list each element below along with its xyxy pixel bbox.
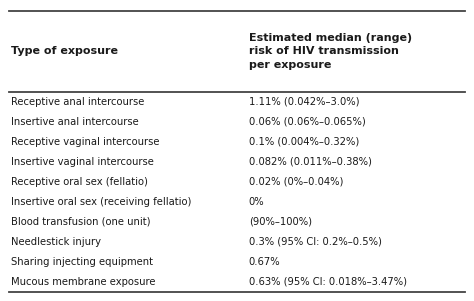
Text: 0.3% (95% CI: 0.2%–0.5%): 0.3% (95% CI: 0.2%–0.5%) xyxy=(249,237,382,247)
Text: 0.02% (0%–0.04%): 0.02% (0%–0.04%) xyxy=(249,177,343,187)
Text: 0.63% (95% CI: 0.018%–3.47%): 0.63% (95% CI: 0.018%–3.47%) xyxy=(249,277,407,287)
Text: Insertive vaginal intercourse: Insertive vaginal intercourse xyxy=(11,157,154,167)
Text: Estimated median (range)
risk of HIV transmission
per exposure: Estimated median (range) risk of HIV tra… xyxy=(249,33,412,70)
Text: 0.06% (0.06%–0.065%): 0.06% (0.06%–0.065%) xyxy=(249,117,365,127)
Text: Insertive anal intercourse: Insertive anal intercourse xyxy=(11,117,139,127)
Text: 0%: 0% xyxy=(249,197,264,207)
Text: Blood transfusion (one unit): Blood transfusion (one unit) xyxy=(11,217,150,227)
Text: Insertive oral sex (receiving fellatio): Insertive oral sex (receiving fellatio) xyxy=(11,197,191,207)
Text: Needlestick injury: Needlestick injury xyxy=(11,237,101,247)
Text: Receptive anal intercourse: Receptive anal intercourse xyxy=(11,97,144,107)
Text: 1.11% (0.042%–3.0%): 1.11% (0.042%–3.0%) xyxy=(249,97,359,107)
Text: (90%–100%): (90%–100%) xyxy=(249,217,312,227)
Text: Receptive oral sex (fellatio): Receptive oral sex (fellatio) xyxy=(11,177,148,187)
Text: 0.67%: 0.67% xyxy=(249,257,281,267)
Text: Type of exposure: Type of exposure xyxy=(11,46,118,56)
Text: Mucous membrane exposure: Mucous membrane exposure xyxy=(11,277,155,287)
Text: Sharing injecting equipment: Sharing injecting equipment xyxy=(11,257,153,267)
Text: 0.082% (0.011%–0.38%): 0.082% (0.011%–0.38%) xyxy=(249,157,372,167)
Text: 0.1% (0.004%–0.32%): 0.1% (0.004%–0.32%) xyxy=(249,137,359,147)
Text: Receptive vaginal intercourse: Receptive vaginal intercourse xyxy=(11,137,159,147)
